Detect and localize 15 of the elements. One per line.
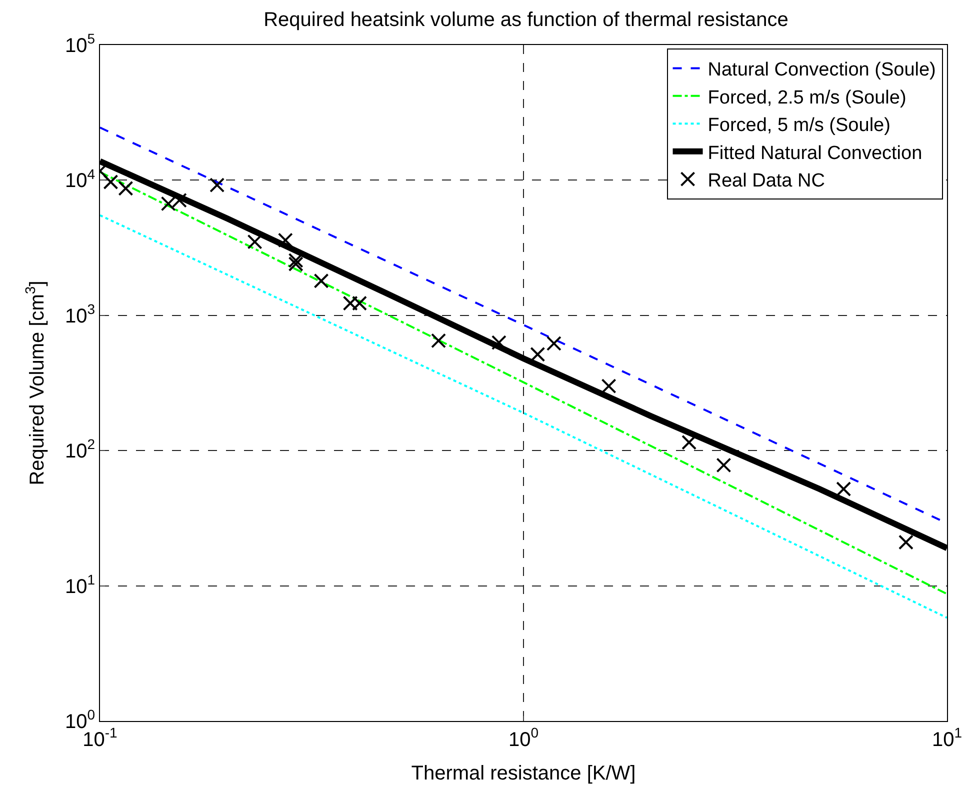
legend-label: Fitted Natural Convection [708, 142, 922, 164]
y-tick-label: 10$^{5}$ [64, 30, 96, 57]
x-tick-label: 10$^{0}$ [508, 724, 539, 751]
x-tick-label: 10$^{1}$ [932, 724, 962, 751]
x-axis-title: Thermal resistance [K/W] [411, 762, 636, 784]
y-tick-label: 10$^{4}$ [64, 166, 96, 192]
y-tick-label: 10$^{0}$ [64, 706, 96, 733]
legend-label: Forced, 2.5 m/s (Soule) [708, 87, 906, 108]
y-tick-label: 10$^{2}$ [64, 436, 96, 463]
legend-label: Real Data NC [708, 170, 825, 192]
y-tick-label: 10$^{3}$ [64, 301, 96, 328]
y-tick-label: 10$^{1}$ [64, 571, 96, 598]
legend-label: Forced, 5 m/s (Soule) [708, 115, 890, 136]
legend-label: Natural Convection (Soule) [708, 60, 936, 81]
chart-title: Required heatsink volume as function of thermal resistance [264, 9, 788, 32]
